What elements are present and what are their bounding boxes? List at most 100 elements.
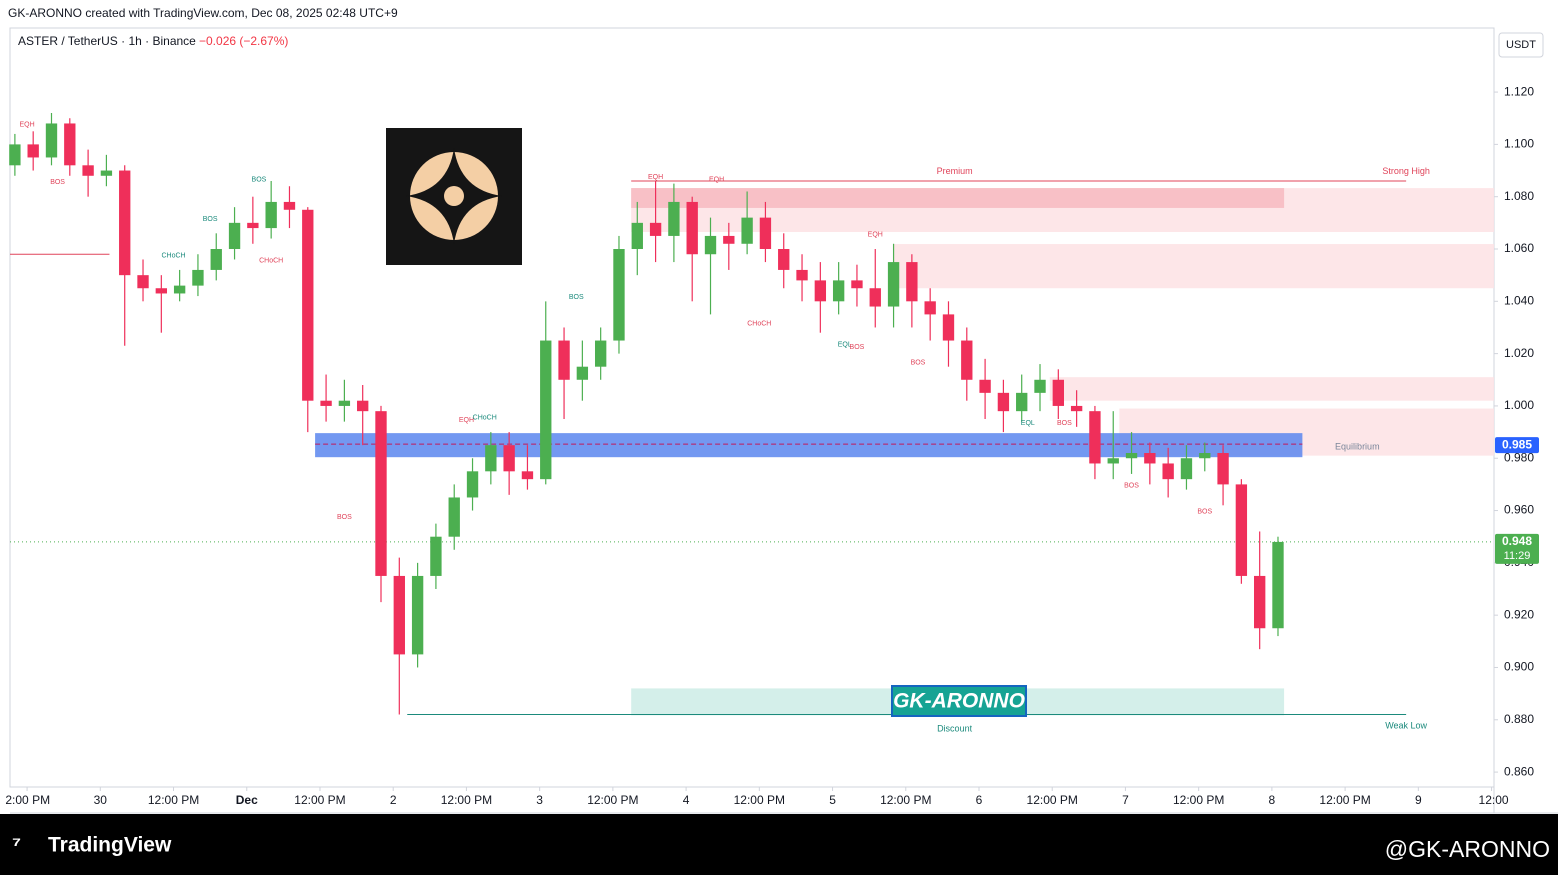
candle-body: [741, 217, 753, 244]
candle-body: [466, 471, 479, 498]
annotation: BOS: [1124, 483, 1139, 490]
candle-body: [649, 222, 662, 236]
candle-body: [45, 123, 58, 158]
price-marker-label: 0.948: [1502, 534, 1532, 548]
candle-body: [430, 536, 442, 576]
zone: [893, 244, 1494, 289]
annotation: CHoCH: [259, 258, 283, 265]
footer-brand: TradingView: [48, 834, 172, 857]
x-tick-label: 7: [1122, 793, 1129, 807]
candle-body: [283, 201, 296, 210]
annotation: CHoCH: [747, 320, 771, 327]
top-bar: [0, 0, 1558, 27]
candle-body: [228, 222, 241, 250]
candle-body: [448, 497, 460, 537]
candle-body: [357, 400, 369, 412]
zone: [315, 433, 1303, 458]
candle-body: [961, 340, 973, 380]
candle-body: [558, 340, 570, 380]
footer: [0, 814, 1558, 875]
watermark-box: [891, 685, 1027, 717]
annotation: BOS: [50, 179, 65, 186]
candle-body: [137, 275, 149, 289]
candle-body: [1016, 392, 1028, 412]
candle-body: [210, 249, 222, 270]
x-tick-label: 2:00 PM: [5, 793, 50, 807]
attribution: GK-ARONNO created with TradingView.com, …: [8, 6, 398, 20]
y-tick-label: 1.100: [1504, 137, 1534, 151]
candle-body: [979, 379, 991, 393]
candle-body: [704, 235, 717, 255]
candle-body: [192, 269, 204, 286]
y-tick-label: 0.900: [1504, 660, 1534, 674]
candle-body: [668, 201, 680, 236]
candle-body: [906, 262, 918, 302]
x-tick-label: 12:00 PM: [1173, 793, 1224, 807]
candle-body: [1052, 379, 1064, 406]
currency: USDT: [1506, 39, 1536, 51]
candle-body: [997, 392, 1010, 412]
candle-body: [265, 201, 277, 229]
candle-body: [503, 445, 515, 472]
annotation: BOS: [337, 514, 352, 521]
candle-body: [887, 262, 900, 307]
candle-body: [540, 340, 552, 480]
symbol-title: ASTER / TetherUS · 1h · Binance: [18, 34, 196, 48]
candle-body: [594, 340, 607, 367]
candle-body: [375, 411, 387, 576]
annotation: EQH: [709, 177, 724, 184]
x-tick-label: 8: [1269, 793, 1276, 807]
price-marker-label: 0.985: [1502, 437, 1532, 451]
y-tick-label: 1.020: [1504, 346, 1534, 360]
annotation: EQL: [1021, 420, 1035, 427]
candle-body: [613, 249, 625, 341]
candle-body: [942, 314, 955, 341]
y-tick-label: 1.060: [1504, 241, 1534, 255]
y-tick-label: 1.120: [1504, 84, 1534, 98]
plot: Premium Strong High Discount Weak Low Equili…: [9, 113, 1494, 733]
zone: [1049, 377, 1494, 401]
candle-body: [393, 575, 405, 655]
x-tick-label: 12:00 PM: [148, 793, 199, 807]
annotation: Strong High: [1382, 166, 1430, 176]
x-tick-label: 12:00 PM: [294, 793, 345, 807]
candle-body: [832, 280, 845, 302]
x-tick-label: 2: [390, 793, 397, 807]
x-tick-label: 12:00 PM: [587, 793, 638, 807]
candle-body: [100, 170, 113, 176]
annotation: EQH: [459, 417, 474, 424]
candle-body: [521, 471, 534, 480]
x-tick-label: 12:00: [1479, 793, 1509, 807]
watermark: GK-ARONNO: [893, 690, 1025, 713]
candle-body: [1235, 484, 1248, 576]
annotation: BOS: [252, 177, 267, 184]
candle-body: [759, 217, 772, 250]
candle-body: [1125, 453, 1138, 459]
candle-body: [173, 285, 186, 294]
candle-body: [64, 123, 76, 166]
currency-box[interactable]: [1498, 32, 1544, 58]
x-tick-label: 30: [94, 793, 108, 807]
candle-body: [247, 222, 259, 229]
candle-body: [576, 366, 589, 380]
candle-body: [119, 170, 131, 276]
annotation: BOS: [203, 216, 218, 223]
y-tick-label: 0.920: [1504, 607, 1534, 621]
annotation: BOS: [911, 360, 926, 367]
candle-body: [851, 280, 863, 289]
candle-body: [924, 301, 936, 315]
candle-body: [1089, 411, 1101, 464]
annotation: Discount: [937, 723, 973, 733]
x-tick-label: 12:00 PM: [880, 793, 931, 807]
annotation: BOS: [1197, 509, 1212, 516]
annotation: CHoCH: [161, 252, 185, 259]
annotation: EQH: [648, 174, 663, 181]
candle-body: [723, 235, 735, 244]
candle-body: [1199, 453, 1211, 459]
x-tick-label: 3: [536, 793, 543, 807]
price-countdown: 11:29: [1504, 550, 1531, 562]
x-tick-label: 12:00 PM: [1027, 793, 1078, 807]
price-change: −0.026 (−2.67%): [199, 34, 288, 48]
